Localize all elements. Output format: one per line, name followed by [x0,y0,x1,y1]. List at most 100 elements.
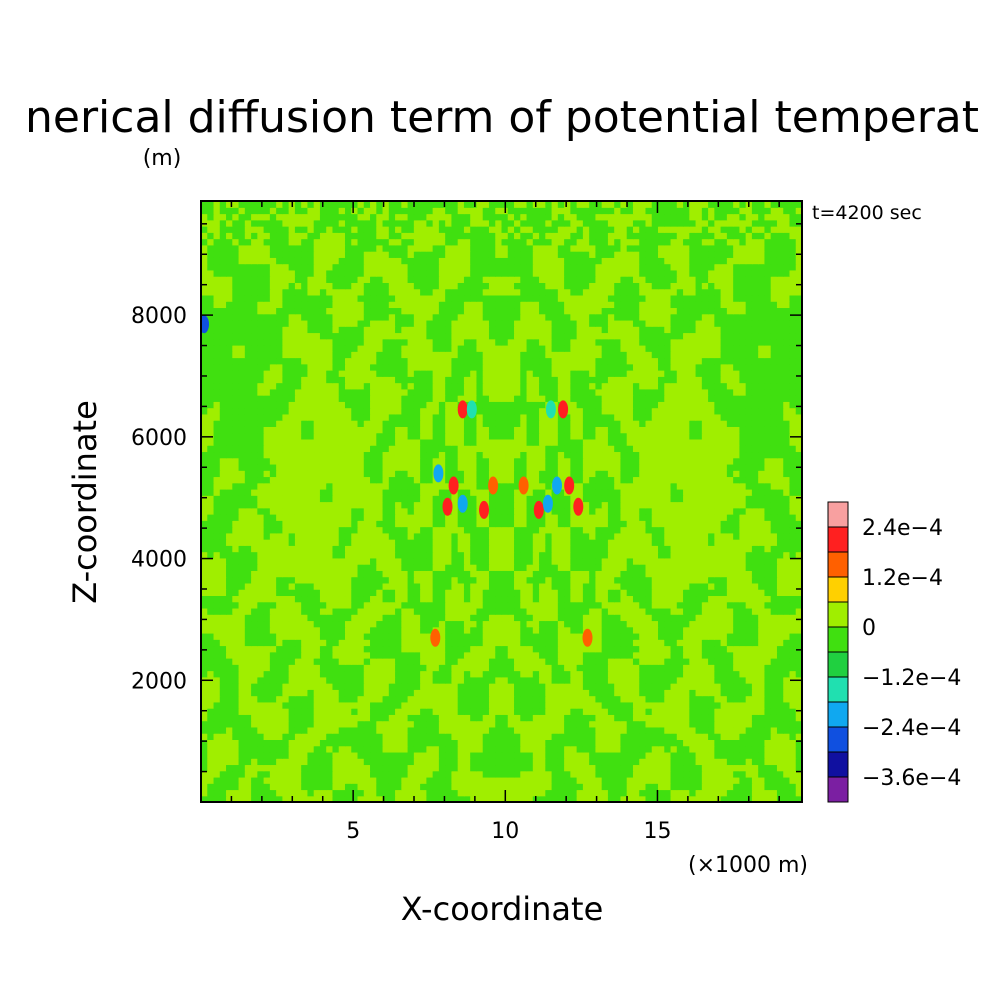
heatmap-cell [382,507,390,515]
heatmap-cell [589,626,597,634]
heatmap-cell [457,664,465,672]
heatmap-cell [488,720,496,728]
heatmap-cell [514,620,521,628]
heatmap-cell [520,764,528,772]
heatmap-cell [263,601,271,609]
heatmap-cell [726,651,734,659]
heatmap-cell [545,539,553,546]
heatmap-cell [313,626,321,634]
heatmap-cell [670,601,678,609]
heatmap-cell [276,714,283,722]
heatmap-cell [495,526,503,534]
heatmap-cell [495,651,503,659]
heatmap-cell [576,551,584,559]
heatmap-cell [332,658,340,665]
heatmap-cell [470,545,478,553]
heatmap-cell [551,795,559,802]
heatmap-cell [432,689,440,697]
heatmap-cell [607,514,615,521]
heatmap-cell [582,482,590,490]
heatmap-cell [501,726,509,734]
heatmap-cell [438,726,446,734]
heatmap-cell [532,595,540,603]
heatmap-cell [388,651,396,659]
heatmap-cell [482,739,490,747]
heatmap-cell [351,683,359,690]
heatmap-cell [313,683,321,690]
heatmap-cell [614,507,622,515]
heatmap-cell [789,733,797,740]
heatmap-cell [651,545,659,553]
heatmap-cell [451,689,459,697]
heatmap-cell [795,595,802,603]
heatmap-cell [201,695,208,703]
heatmap-cell [219,676,227,684]
heatmap-cell [520,776,528,784]
heatmap-cell [689,645,697,653]
heatmap-cell [526,526,534,534]
heatmap-cell [695,551,703,559]
heatmap-cell [733,582,740,590]
heatmap-cell [739,658,747,665]
heatmap-cell [789,576,797,584]
heatmap-cell [301,526,309,534]
heatmap-cell [351,670,359,678]
heatmap-cell [413,607,421,615]
heatmap-cell [232,632,240,640]
heatmap-cell [445,708,453,715]
heatmap-cell [789,526,797,534]
heatmap-cell [338,758,346,766]
heatmap-cell [651,532,659,540]
heatmap-cell [451,751,459,759]
heatmap-cell [313,764,321,772]
heatmap-cell [607,576,615,584]
heatmap-cell [357,545,365,553]
heatmap-cell [501,651,509,659]
heatmap-cell [570,726,578,734]
heatmap-cell [720,676,728,684]
heatmap-cell [307,589,315,597]
heatmap-cell [495,495,503,503]
heatmap-cell [482,595,490,603]
heatmap-cell [207,645,215,653]
heatmap-cell [338,482,346,490]
heatmap-cell [338,620,346,628]
heatmap-cell [463,789,471,797]
heatmap-cell [432,651,440,659]
heatmap-cell [226,651,233,659]
heatmap-cell [758,733,766,740]
heatmap-cell [226,614,233,622]
heatmap-cell [413,620,421,628]
heatmap-cell [376,551,384,559]
heatmap-cell [282,589,290,597]
heatmap-cell [495,564,503,571]
heatmap-cell [445,670,453,678]
heatmap-cell [282,764,290,772]
heatmap-cell [313,607,321,615]
heatmap-cell [257,789,265,797]
heatmap-cell [432,795,440,802]
heatmap-cell [539,770,546,778]
heatmap-cell [269,720,277,728]
heatmap-cell [276,739,283,747]
heatmap-cell [745,595,753,603]
heatmap-cell [344,526,352,534]
heatmap-cell [276,664,283,672]
heatmap-cell [370,714,377,722]
heatmap-cell [776,557,784,565]
heatmap-cell [582,501,590,509]
heatmap-cell [476,714,484,722]
heatmap-cell [226,576,233,584]
heatmap-cell [726,714,734,722]
heatmap-cell [620,783,628,791]
heatmap-cell [232,488,240,496]
heatmap-cell [776,701,784,709]
heatmap-cell [651,658,659,665]
heatmap-cell [670,539,678,546]
heatmap-cell [426,795,434,802]
heatmap-cell [319,651,327,659]
heatmap-cell [326,714,334,722]
heatmap-cell [758,514,766,521]
heatmap-cell [407,789,415,797]
heatmap-cell [607,758,615,766]
